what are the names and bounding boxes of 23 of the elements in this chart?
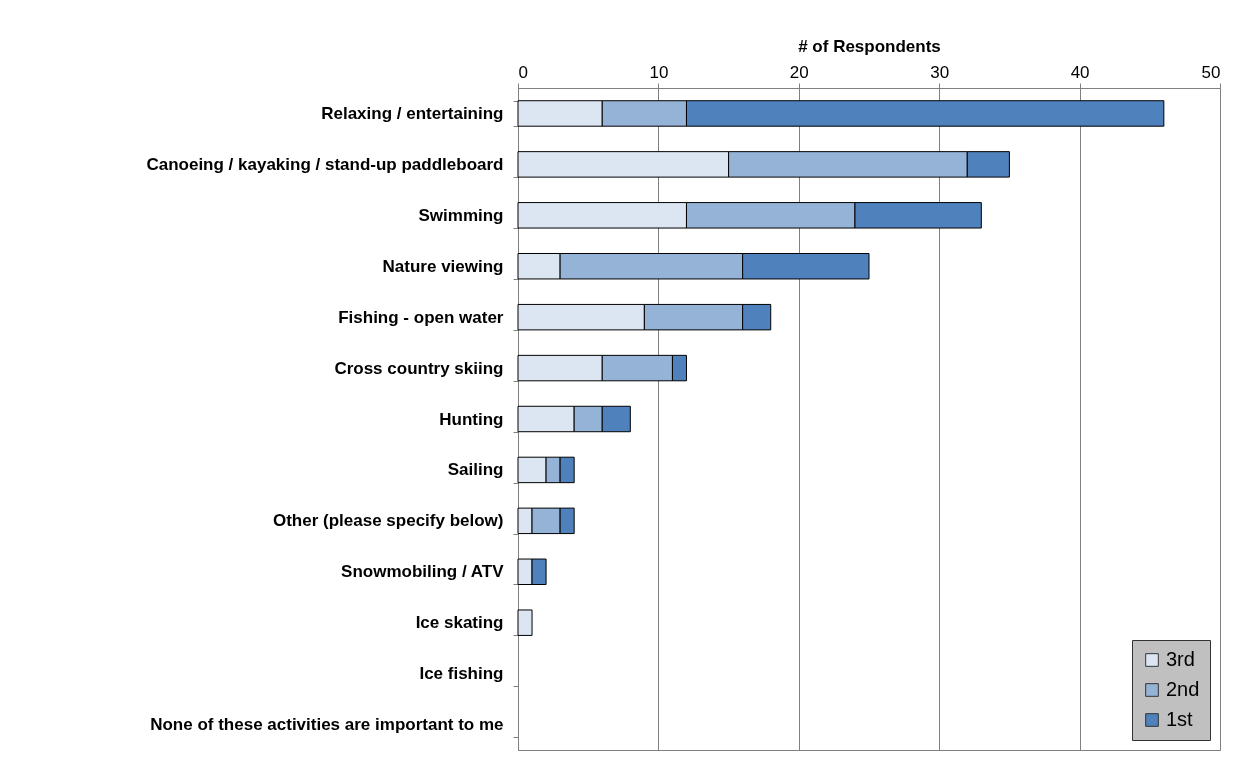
legend-label: 1st — [1166, 708, 1194, 730]
y-tick-label: Ice fishing — [419, 664, 504, 684]
y-tick-label: Canoeing / kayaking / stand-up paddleboard — [146, 154, 504, 174]
y-tick-label: Nature viewing — [382, 256, 504, 276]
legend-label: 2nd — [1166, 678, 1200, 700]
y-tick-label: None of these activities are important to me — [150, 715, 504, 735]
y-tick-label: Snowmobiling / ATV — [341, 562, 505, 582]
y-tick-label: Swimming — [418, 205, 504, 225]
y-tick-label: Ice skating — [415, 613, 504, 633]
y-tick-label: Cross country skiing — [334, 358, 504, 378]
x-axis-title: # of Respondents — [798, 36, 941, 56]
y-tick-label: Other (please specify below) — [272, 511, 504, 531]
x-tick-label: 10 — [649, 62, 669, 82]
x-tick-label: 30 — [930, 62, 950, 82]
y-tick-label: Sailing — [447, 460, 504, 480]
x-tick-label: 40 — [1070, 62, 1090, 82]
legend-label: 3rd — [1166, 648, 1195, 670]
x-tick-label: 0 — [518, 62, 528, 82]
x-tick-label: 20 — [789, 62, 809, 82]
y-tick-label: Fishing - open water — [338, 307, 504, 327]
y-tick-label: Relaxing / entertaining — [321, 103, 504, 123]
x-tick-label: 50 — [1201, 62, 1221, 82]
y-tick-label: Hunting — [439, 409, 504, 429]
